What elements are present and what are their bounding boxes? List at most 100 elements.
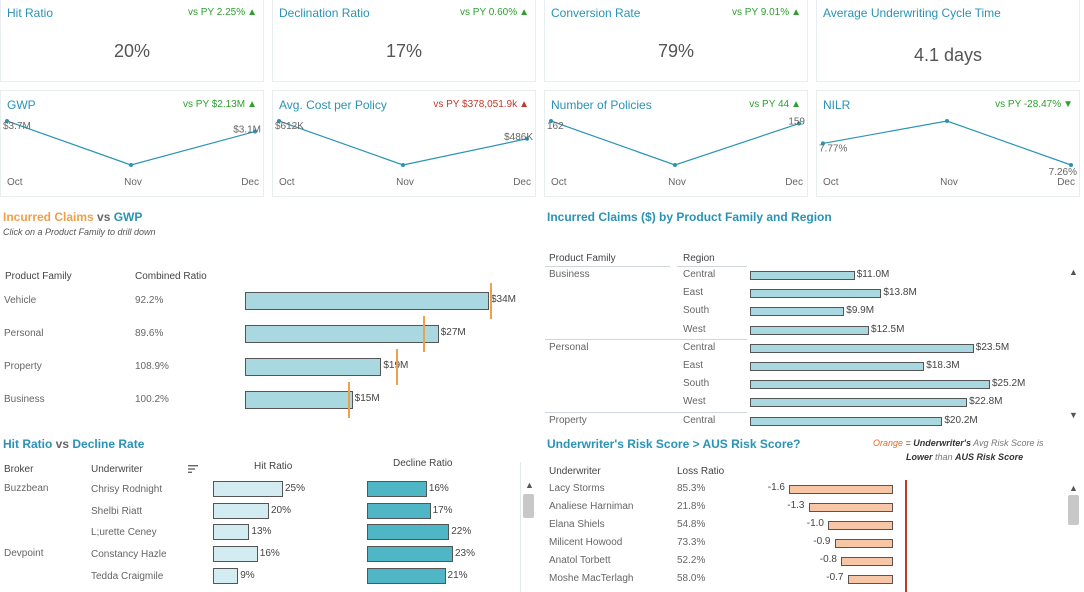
hit-ratio-label: 25% xyxy=(285,483,306,494)
sparkline-path xyxy=(6,120,256,166)
scroll-down-icon[interactable]: ▼ xyxy=(1069,410,1078,420)
region-claims-bar[interactable] xyxy=(750,343,974,353)
kpi-delta: vs PY 2.25% ▲ xyxy=(188,7,257,18)
region-claims-bar[interactable] xyxy=(750,380,990,390)
region-claims-bar[interactable] xyxy=(750,271,855,280)
product-family-label[interactable]: Personal xyxy=(4,328,44,339)
risk-underwriter-label[interactable]: Lacy Storms xyxy=(549,483,605,494)
region-claims-label: $9.9M xyxy=(846,305,875,317)
region-family-label[interactable]: Property xyxy=(549,414,587,426)
risk-underwriter-label[interactable]: Milicent Howood xyxy=(549,537,623,548)
gwp-reference-line xyxy=(348,382,351,418)
loss-ratio-value: 85.3% xyxy=(677,483,706,494)
month-label: Dec xyxy=(1057,177,1075,188)
region-claims-bar[interactable] xyxy=(750,325,870,335)
risk-diff-bar[interactable] xyxy=(828,521,893,530)
claims-by-region-title: Incurred Claims ($) by Product Family an… xyxy=(547,210,832,224)
risk-underwriter-label[interactable]: Elana Shiels xyxy=(549,519,605,530)
region-claims-bar[interactable] xyxy=(750,289,882,299)
risk-diff-bar[interactable] xyxy=(841,557,893,566)
underwriter-label[interactable]: L;urette Ceney xyxy=(91,527,157,539)
region-claims-bar[interactable] xyxy=(750,398,968,408)
scrollbar-thumb[interactable] xyxy=(523,494,534,518)
hit-ratio-bar[interactable] xyxy=(213,546,258,563)
sparkline-card[interactable]: NILR vs PY -28.47% ▼ 7.77% 7.26% Oct Nov Dec xyxy=(816,90,1080,197)
risk-underwriter-label[interactable]: Analiese Harniman xyxy=(549,501,634,512)
kpi-value: 79% xyxy=(657,41,695,61)
gwp-reference-line xyxy=(422,316,425,352)
sparkline-card[interactable]: Avg. Cost per Policy vs PY $378,051.9k ▲ $6… xyxy=(272,90,536,197)
underwriter-label[interactable]: Chrisy Rodnight xyxy=(91,484,163,495)
region-family-label[interactable]: Business xyxy=(549,269,590,280)
decline-ratio-bar[interactable] xyxy=(367,567,446,584)
risk-underwriter-label[interactable]: Moshe MacTerlagh xyxy=(549,573,634,584)
underwriter-label[interactable]: Tedda Craigmile xyxy=(91,570,164,582)
decline-ratio-bar[interactable] xyxy=(367,502,431,519)
kpi-card[interactable]: Declination Ratio vs PY 0.60% ▲ 17% xyxy=(272,0,536,82)
scroll-up-icon-2[interactable]: ▲ xyxy=(525,480,534,490)
decline-ratio-bar[interactable] xyxy=(367,481,427,497)
sparkline-point xyxy=(253,129,257,134)
risk-diff-bar[interactable] xyxy=(834,539,893,548)
month-label: Oct xyxy=(551,177,567,188)
decline-ratio-bar[interactable] xyxy=(367,546,453,563)
risk-diff-bar[interactable] xyxy=(847,575,893,584)
region-label: South xyxy=(683,305,710,317)
scrollbar-thumb-2[interactable] xyxy=(1068,495,1079,525)
sparkline-point xyxy=(945,119,949,123)
kpi-title: Declination Ratio xyxy=(279,6,370,20)
loss-ratio-value: 73.3% xyxy=(677,537,706,548)
incurred-claims-bar[interactable] xyxy=(245,391,353,409)
month-label: Nov xyxy=(940,177,958,188)
claims-value-label: $15M xyxy=(354,393,380,404)
kpi-card[interactable]: Average Underwriting Cycle Time 4.1 days xyxy=(816,0,1080,82)
spark-end-label: 7.26% xyxy=(1049,167,1077,178)
sparkline-point xyxy=(1069,163,1073,167)
family-group-divider xyxy=(545,338,747,340)
spark-delta: vs PY -28.47% ▼ xyxy=(995,99,1073,110)
incurred-claims-bar[interactable] xyxy=(245,325,439,343)
sparkline-chart: $612K $486K Oct Nov Dec xyxy=(275,119,533,188)
region-family-label[interactable]: Personal xyxy=(549,341,589,353)
product-family-label[interactable]: Vehicle xyxy=(4,295,37,306)
hit-ratio-bar[interactable] xyxy=(213,524,250,541)
hit-ratio-label: 13% xyxy=(251,526,272,538)
risk-score-title: Underwriter's Risk Score > AUS Risk Scor… xyxy=(547,437,801,451)
scroll-up-icon-3[interactable]: ▲ xyxy=(1069,483,1078,493)
incurred-claims-bar[interactable] xyxy=(245,358,382,376)
hit-ratio-label: 16% xyxy=(259,548,280,560)
underwriter-label[interactable]: Constancy Hazle xyxy=(91,549,167,561)
sparkline-card[interactable]: GWP vs PY $2.13M ▲ $3.7M $3.1M Oct Nov Dec xyxy=(0,90,264,197)
product-family-label[interactable]: Business xyxy=(4,394,45,405)
hit-ratio-bar[interactable] xyxy=(213,567,239,584)
risk-diff-bar[interactable] xyxy=(808,503,893,512)
risk-diff-label: -0.8 xyxy=(819,554,837,565)
hit-ratio-label: 9% xyxy=(240,569,255,581)
sparkline-card[interactable]: Number of Policies vs PY 44 ▲ 162 159 Oct Nov D… xyxy=(544,90,808,197)
sort-icon[interactable] xyxy=(187,462,199,474)
region-claims-bar[interactable] xyxy=(750,307,845,317)
legend-underwriters: Underwriter's xyxy=(913,438,971,448)
spark-delta-text: vs PY $2.13M xyxy=(183,99,246,110)
region-label: Central xyxy=(683,414,716,426)
product-family-label[interactable]: Property xyxy=(4,361,42,372)
risk-underwriter-label[interactable]: Anatol Torbett xyxy=(549,555,611,566)
col-broker: Broker xyxy=(4,464,34,475)
kpi-value: 20% xyxy=(113,41,151,61)
hit-ratio-bar[interactable] xyxy=(213,481,283,497)
underwriter-label[interactable]: Shelbi Riatt xyxy=(91,505,143,517)
region-claims-bar[interactable] xyxy=(750,416,943,426)
broker-label[interactable]: Buzzbean xyxy=(4,483,49,494)
decline-ratio-bar[interactable] xyxy=(367,524,450,541)
incurred-claims-bar[interactable] xyxy=(245,292,489,310)
broker-label[interactable]: Devpoint xyxy=(4,548,44,560)
scroll-up-icon[interactable]: ▲ xyxy=(1069,267,1078,277)
col-region: Region xyxy=(683,253,715,264)
region-claims-label: $12.5M xyxy=(871,323,905,335)
kpi-card[interactable]: Conversion Rate vs PY 9.01% ▲ 79% xyxy=(544,0,808,82)
hit-ratio-bar[interactable] xyxy=(213,502,269,519)
risk-diff-bar[interactable] xyxy=(789,485,893,494)
region-claims-bar[interactable] xyxy=(750,362,925,371)
kpi-card[interactable]: Hit Ratio vs PY 2.25% ▲ 20% xyxy=(0,0,264,82)
loss-ratio-value: 52.2% xyxy=(677,555,706,566)
